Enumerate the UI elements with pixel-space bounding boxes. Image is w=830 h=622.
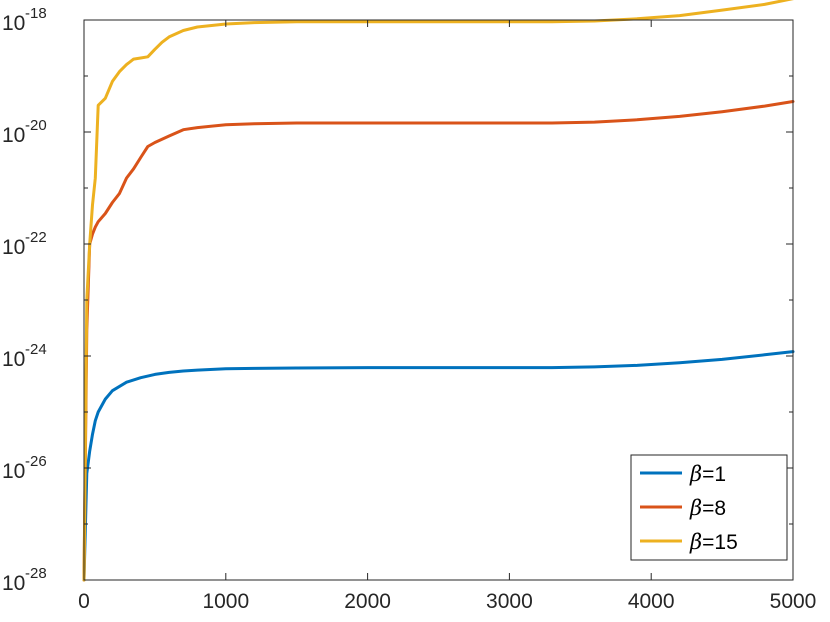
x-tick-label: 0	[78, 590, 90, 613]
y-tick-label-exponent: -18	[25, 5, 47, 22]
y-tick-label-base: 10	[2, 460, 25, 483]
legend-label-3: β=15	[689, 530, 738, 554]
y-tick-label-exponent: -22	[25, 229, 47, 246]
x-tick-label: 1000	[202, 590, 249, 613]
y-tick-label-exponent: -28	[25, 565, 47, 582]
x-tick-labels: 0 1000 2000 3000 4000 5000	[78, 590, 816, 613]
x-tick-label: 2000	[344, 590, 391, 613]
y-tick-label-base: 10	[2, 572, 25, 595]
y-tick-label-exponent: -24	[25, 341, 47, 358]
legend: β=1 β=8 β=15	[630, 454, 788, 561]
y-tick-label-base: 10	[2, 348, 25, 371]
y-tick-label-base: 10	[2, 12, 25, 35]
series-line-1	[82, 350, 795, 582]
x-tick-label: 5000	[770, 590, 817, 613]
y-tick-label-exponent: -26	[25, 453, 47, 470]
y-tick-label-base: 10	[2, 236, 25, 259]
legend-label-2: β=8	[689, 496, 726, 520]
y-tick-label-base: 10	[2, 124, 25, 147]
series-line-2	[82, 100, 795, 582]
series-layer	[82, 0, 795, 582]
series-line-3	[82, 0, 794, 582]
x-tick-label: 4000	[628, 590, 675, 613]
x-tick-label: 3000	[486, 590, 533, 613]
y-tick-label-exponent: -20	[25, 117, 47, 134]
ticks-layer	[83, 19, 794, 581]
legend-label-1: β=1	[689, 462, 726, 486]
